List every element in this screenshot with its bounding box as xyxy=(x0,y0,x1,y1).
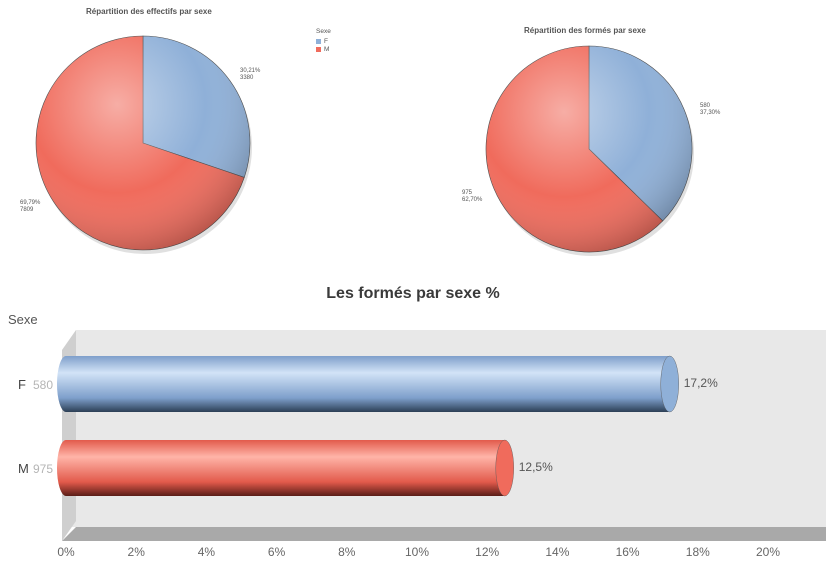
x-tick-label: 14% xyxy=(545,545,569,559)
bar-chart-floor xyxy=(62,527,826,541)
x-tick-label: 20% xyxy=(756,545,780,559)
bar-f-end-cap xyxy=(660,355,679,413)
x-tick-label: 10% xyxy=(405,545,429,559)
pie2-label-m-count: 975 xyxy=(462,190,473,196)
bar-value-label: 12,5% xyxy=(519,460,553,474)
legend-item-m: M xyxy=(316,45,331,53)
bar-chart-axis-title: Sexe xyxy=(8,312,38,327)
legend-label-f: F xyxy=(324,37,328,45)
pie1-label-f-pct: 30,21% xyxy=(240,68,261,74)
pie1-highlight xyxy=(36,36,250,250)
pie1-label-f-count: 3380 xyxy=(240,75,254,81)
bar-f xyxy=(57,355,679,413)
legend-item-f: F xyxy=(316,37,331,45)
bar-chart-title: Les formés par sexe % xyxy=(326,285,500,302)
legend-title: Sexe xyxy=(316,28,331,35)
pie1-label-m-count: 7809 xyxy=(20,207,34,213)
y-category-label: F xyxy=(18,377,26,392)
x-tick-label: 2% xyxy=(128,545,146,559)
x-tick-label: 6% xyxy=(268,545,286,559)
bar-f-body xyxy=(66,356,670,412)
x-tick-label: 8% xyxy=(338,545,356,559)
x-tick-label: 16% xyxy=(616,545,640,559)
bar-m xyxy=(57,439,514,497)
pie1-label-m-pct: 69,79% xyxy=(20,200,41,206)
pie2-title: Répartition des formés par sexe xyxy=(524,26,646,35)
pie2-label-f-pct: 37,30% xyxy=(700,110,721,116)
pie1-label-f: 30,21% 3380 xyxy=(240,68,260,82)
bar-f-start-cap xyxy=(57,356,75,412)
pie1-label-m: 69,79% 7809 xyxy=(20,200,40,214)
pie2-label-f: 580 37,30% xyxy=(700,103,720,117)
bar-m-start-cap xyxy=(57,440,75,496)
y-category-label: M xyxy=(18,461,29,476)
bar-value-label: 17,2% xyxy=(684,376,718,390)
pie2-label-m: 975 62,70% xyxy=(462,190,482,204)
x-tick-label: 12% xyxy=(475,545,499,559)
x-tick-label: 18% xyxy=(686,545,710,559)
pie2-label-f-count: 580 xyxy=(700,103,711,109)
pie1-title: Répartition des effectifs par sexe xyxy=(86,7,212,16)
bar-m-end-cap xyxy=(495,439,514,497)
legend-swatch-m xyxy=(316,46,321,52)
x-tick-label: 4% xyxy=(198,545,216,559)
legend-swatch-f xyxy=(316,38,321,44)
y-category-count: 580 xyxy=(33,378,53,392)
x-tick-label: 0% xyxy=(57,545,75,559)
pie2-label-m-pct: 62,70% xyxy=(462,197,483,203)
bar-m-body xyxy=(66,440,505,496)
pie2-chart xyxy=(485,45,694,256)
pie-legend: Sexe F M xyxy=(316,28,331,53)
legend-label-m: M xyxy=(324,45,330,53)
pie2-highlight xyxy=(486,46,692,252)
pie1-chart xyxy=(35,35,252,254)
y-category-count: 975 xyxy=(33,462,53,476)
